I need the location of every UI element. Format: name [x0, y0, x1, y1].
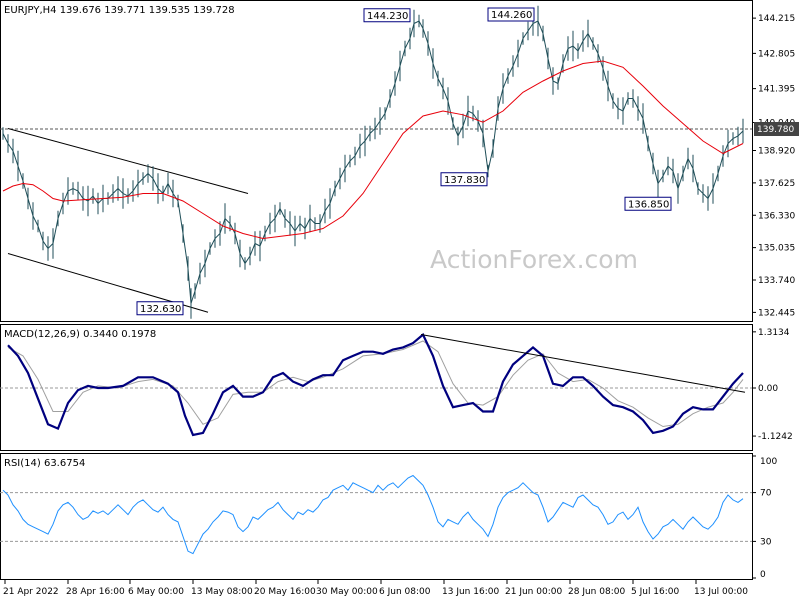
annotation-box-3: [624, 196, 672, 211]
x-tick-label-11: 13 Jul 00:00: [694, 587, 748, 597]
price-ytick-label-6: 136.330: [758, 211, 795, 221]
x-tick-label-1: 28 Apr 16:00: [66, 587, 125, 597]
rsi-line: [2, 474, 744, 555]
annotation-label-0: 144.230: [367, 11, 408, 22]
price-layer: 144.215142.805141.395140.040138.920137.6…: [0, 5, 799, 319]
x-tick-label-8: 21 Jun 00:00: [505, 587, 562, 597]
price-line: [2, 20, 744, 304]
x-tick-label-10: 5 Jul 16:00: [631, 587, 680, 597]
upper-channel-line: [7, 128, 249, 194]
rsi-panel-frame: [0, 453, 753, 580]
annotation-box-2: [440, 172, 488, 187]
annotation-box-0: [363, 8, 411, 23]
x-tick-label-5: 30 May 00:00: [316, 587, 378, 597]
macd-header: MACD(12,26,9) 0.3440 0.1978: [4, 329, 156, 340]
annotation-box-4: [136, 301, 184, 316]
price-ytick-label-9: 132.445: [758, 308, 795, 318]
x-tick-label-2: 6 May 00:00: [128, 587, 184, 597]
rsi-ytick-label-3: 0: [760, 570, 766, 580]
price-ytick-label-7: 135.035: [758, 244, 795, 254]
annotation-box-1: [487, 7, 535, 22]
current-price-box: [754, 122, 799, 136]
annotation-label-3: 136.850: [628, 199, 669, 210]
x-tick-label-4: 20 May 16:00: [254, 587, 316, 597]
macd-ytick-label-1: 0.00: [758, 384, 778, 394]
watermark: ActionForex.com: [430, 245, 638, 274]
macd-signal-line: [7, 340, 744, 428]
price-panel-frame: [0, 0, 753, 322]
rsi-ytick-label-2: 30: [760, 537, 772, 547]
annotation-label-2: 137.830: [444, 175, 485, 186]
x-axis: 21 Apr 2022 28 Apr 16:00 6 May 00:00 13 May…: [3, 580, 748, 597]
macd-trendline: [420, 334, 746, 393]
annotation-label-4: 132.630: [140, 304, 181, 315]
current-price-label: 139.780: [757, 125, 794, 135]
price-header: EURJPY,H4 139.676 139.771 139.535 139.72…: [4, 5, 235, 16]
price-ytick-label-5: 137.625: [758, 179, 795, 189]
price-ytick-label-2: 141.395: [758, 85, 795, 95]
macd-layer: 1.3134 0.00 -1.1242: [0, 328, 793, 442]
price-ytick-label-8: 133.740: [758, 276, 795, 286]
rsi-layer: 100 70 30 0: [0, 455, 777, 580]
x-tick-label-6: 6 Jun 08:00: [379, 587, 431, 597]
x-tick-label-7: 13 Jun 16:00: [442, 587, 499, 597]
price-ytick-label-0: 144.215: [758, 14, 795, 24]
macd-ytick-label-0: 1.3134: [758, 328, 790, 338]
x-tick-label-9: 28 Jun 08:00: [568, 587, 625, 597]
rsi-ytick-label-1: 70: [760, 489, 772, 499]
x-tick-label-3: 13 May 08:00: [191, 587, 253, 597]
rsi-header: RSI(14) 63.6754: [4, 458, 85, 469]
x-tick-label-0: 21 Apr 2022: [3, 587, 59, 597]
annotation-label-1: 144.260: [491, 10, 532, 21]
price-ytick-label-4: 138.920: [758, 147, 795, 157]
macd-line: [7, 332, 744, 437]
moving-average-line: [2, 60, 744, 240]
rsi-ytick-label-0: 100: [760, 457, 777, 467]
price-ytick-label-1: 142.805: [758, 49, 795, 59]
macd-ytick-label-2: -1.1242: [758, 432, 793, 442]
